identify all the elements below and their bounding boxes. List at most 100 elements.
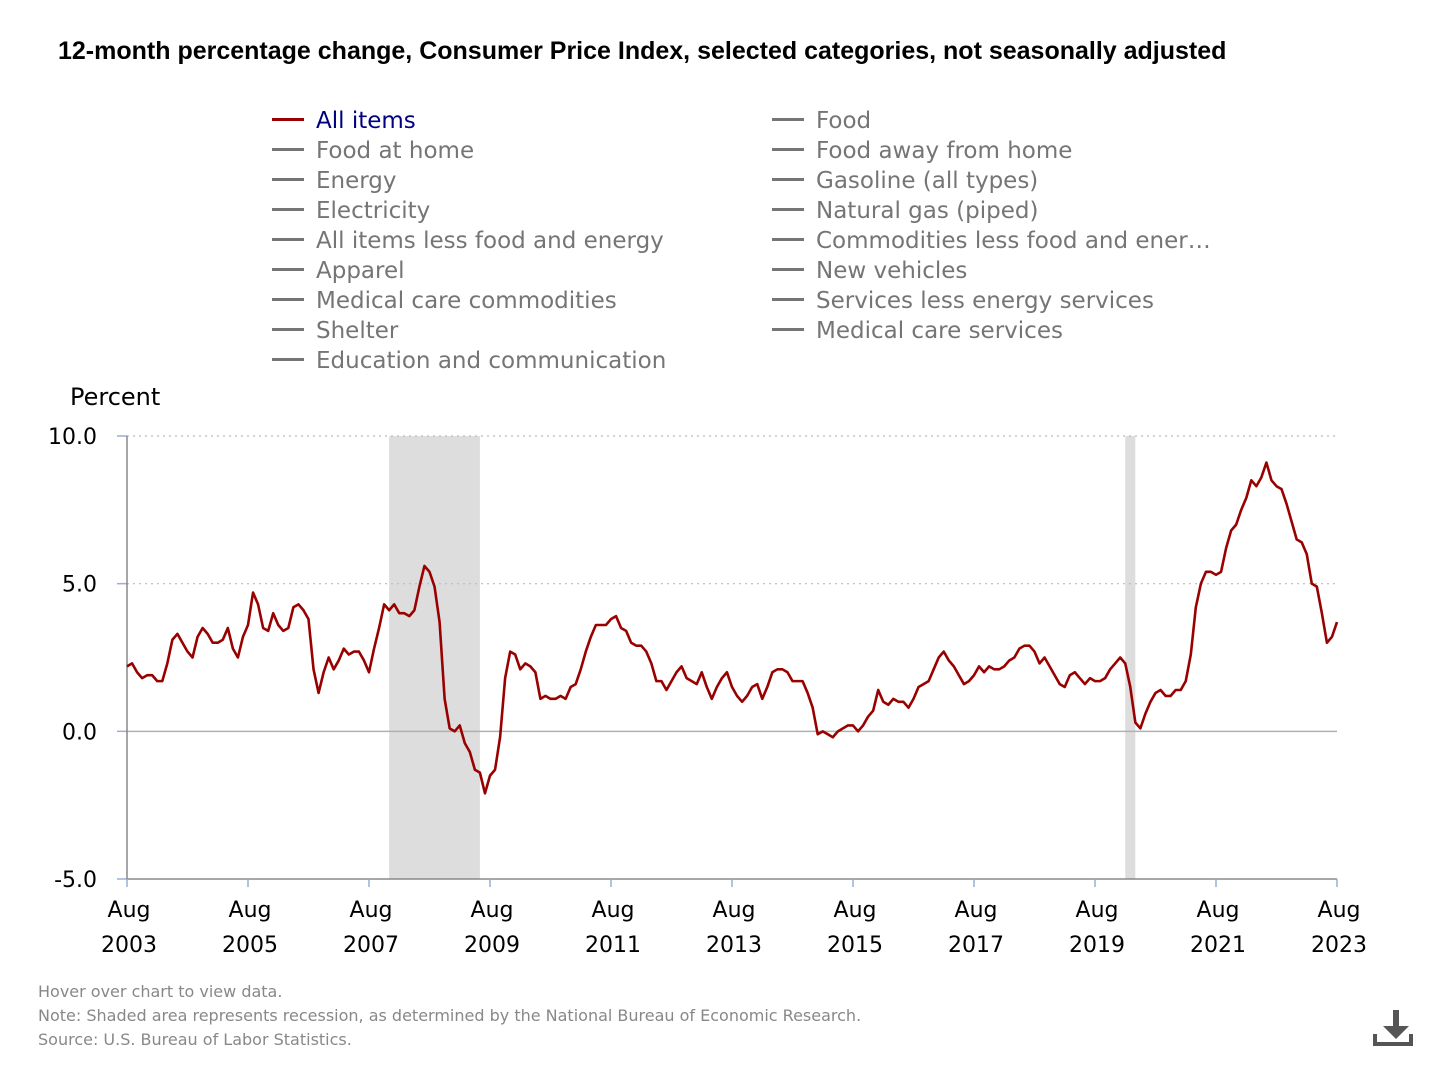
data-point[interactable] — [280, 628, 286, 634]
data-point[interactable] — [800, 678, 806, 684]
data-point[interactable] — [215, 640, 221, 646]
data-point[interactable] — [568, 684, 574, 690]
data-point[interactable] — [638, 643, 644, 649]
data-point[interactable] — [835, 728, 841, 734]
data-point[interactable] — [815, 731, 821, 737]
data-point[interactable] — [421, 563, 427, 569]
legend-item[interactable]: Services less energy services — [772, 286, 1154, 316]
legend-item[interactable]: New vehicles — [772, 256, 967, 286]
data-point[interactable] — [729, 684, 735, 690]
data-point[interactable] — [885, 702, 891, 708]
data-point[interactable] — [981, 669, 987, 675]
data-point[interactable] — [648, 660, 654, 666]
data-point[interactable] — [759, 696, 765, 702]
data-point[interactable] — [1238, 507, 1244, 513]
data-point[interactable] — [492, 767, 498, 773]
data-point[interactable] — [714, 684, 720, 690]
data-point[interactable] — [558, 693, 564, 699]
data-point[interactable] — [890, 696, 896, 702]
data-point[interactable] — [669, 678, 675, 684]
data-point[interactable] — [447, 725, 453, 731]
legend-item[interactable]: All items — [272, 106, 416, 136]
data-point[interactable] — [1253, 483, 1259, 489]
data-point[interactable] — [1309, 581, 1315, 587]
data-point[interactable] — [225, 625, 231, 631]
data-point[interactable] — [699, 669, 705, 675]
data-point[interactable] — [366, 669, 372, 675]
data-point[interactable] — [936, 655, 942, 661]
data-point[interactable] — [1072, 669, 1078, 675]
legend-item[interactable]: Natural gas (piped) — [772, 196, 1038, 226]
data-point[interactable] — [235, 655, 241, 661]
data-point[interactable] — [290, 604, 296, 610]
data-point[interactable] — [437, 619, 443, 625]
data-point[interactable] — [951, 663, 957, 669]
data-point[interactable] — [613, 613, 619, 619]
data-point[interactable] — [1142, 711, 1148, 717]
data-point[interactable] — [623, 628, 629, 634]
data-point[interactable] — [1188, 652, 1194, 658]
data-point[interactable] — [462, 740, 468, 746]
data-point[interactable] — [966, 678, 972, 684]
data-point[interactable] — [1057, 681, 1063, 687]
data-point[interactable] — [129, 660, 135, 666]
data-point[interactable] — [1042, 655, 1048, 661]
data-point[interactable] — [1158, 687, 1164, 693]
data-point[interactable] — [679, 663, 685, 669]
data-point[interactable] — [401, 610, 407, 616]
legend-item[interactable]: Food at home — [272, 136, 474, 166]
data-point[interactable] — [916, 684, 922, 690]
data-point[interactable] — [391, 601, 397, 607]
data-point[interactable] — [1324, 640, 1330, 646]
data-point[interactable] — [331, 666, 337, 672]
data-point[interactable] — [905, 705, 911, 711]
data-point[interactable] — [674, 669, 680, 675]
data-point[interactable] — [487, 773, 493, 779]
data-point[interactable] — [855, 728, 861, 734]
data-point[interactable] — [174, 631, 180, 637]
data-point[interactable] — [1082, 681, 1088, 687]
data-point[interactable] — [507, 649, 513, 655]
data-point[interactable] — [870, 708, 876, 714]
data-point[interactable] — [240, 634, 246, 640]
data-point[interactable] — [164, 660, 170, 666]
data-point[interactable] — [169, 637, 175, 643]
data-point[interactable] — [643, 649, 649, 655]
data-point[interactable] — [709, 696, 715, 702]
data-point[interactable] — [134, 669, 140, 675]
data-point[interactable] — [517, 666, 523, 672]
data-point[interactable] — [411, 607, 417, 613]
legend-item[interactable]: Food away from home — [772, 136, 1072, 166]
data-point[interactable] — [427, 569, 433, 575]
data-point[interactable] — [300, 607, 306, 613]
data-point[interactable] — [976, 663, 982, 669]
data-point[interactable] — [971, 672, 977, 678]
data-point[interactable] — [921, 681, 927, 687]
data-point[interactable] — [532, 669, 538, 675]
data-point[interactable] — [578, 666, 584, 672]
data-point[interactable] — [139, 675, 145, 681]
data-point[interactable] — [1228, 528, 1234, 534]
data-point[interactable] — [810, 705, 816, 711]
data-point[interactable] — [1258, 474, 1264, 480]
data-point[interactable] — [1193, 604, 1199, 610]
data-point[interactable] — [321, 669, 327, 675]
data-point[interactable] — [820, 728, 826, 734]
data-point[interactable] — [386, 607, 392, 613]
data-point[interactable] — [1268, 477, 1274, 483]
data-point[interactable] — [588, 634, 594, 640]
data-point[interactable] — [704, 684, 710, 690]
data-point[interactable] — [482, 790, 488, 796]
data-point[interactable] — [497, 734, 503, 740]
data-point[interactable] — [1294, 536, 1300, 542]
data-point[interactable] — [371, 646, 377, 652]
data-point[interactable] — [628, 640, 634, 646]
data-point[interactable] — [255, 601, 261, 607]
data-point[interactable] — [1168, 693, 1174, 699]
data-point[interactable] — [986, 663, 992, 669]
data-point[interactable] — [124, 663, 130, 669]
data-point[interactable] — [159, 678, 165, 684]
data-point[interactable] — [724, 669, 730, 675]
data-point[interactable] — [376, 625, 382, 631]
data-point[interactable] — [694, 681, 700, 687]
